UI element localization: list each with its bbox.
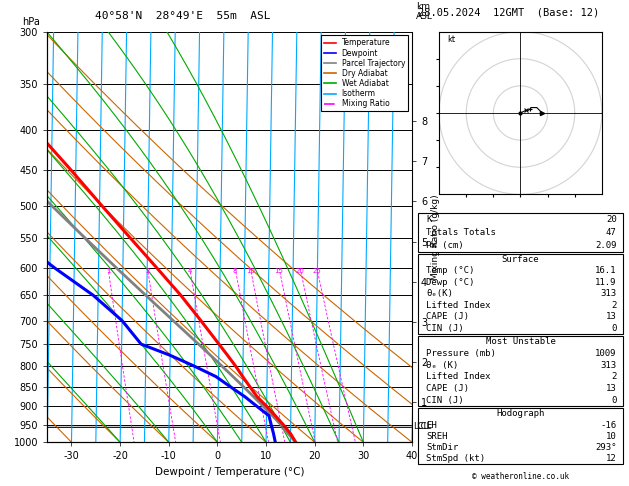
Text: 2: 2	[611, 372, 616, 382]
Text: Surface: Surface	[502, 255, 539, 264]
Text: 1: 1	[106, 268, 110, 274]
Text: 313: 313	[601, 361, 616, 370]
Text: K: K	[426, 215, 432, 224]
Text: 313: 313	[601, 289, 616, 298]
Text: km
ASL: km ASL	[416, 2, 433, 21]
Text: 28.05.2024  12GMT  (Base: 12): 28.05.2024 12GMT (Base: 12)	[418, 7, 599, 17]
Text: LCL: LCL	[413, 422, 428, 431]
Y-axis label: hPa: hPa	[22, 17, 40, 28]
Text: 8: 8	[233, 268, 237, 274]
Text: 1009: 1009	[595, 349, 616, 358]
Text: SREH: SREH	[426, 432, 448, 441]
Text: 47: 47	[606, 228, 616, 237]
Text: CAPE (J): CAPE (J)	[426, 312, 469, 321]
Text: CIN (J): CIN (J)	[426, 324, 464, 332]
Text: EH: EH	[426, 420, 437, 430]
Text: Lifted Index: Lifted Index	[426, 301, 491, 310]
Text: θₑ(K): θₑ(K)	[426, 289, 454, 298]
Text: 16.1: 16.1	[595, 266, 616, 276]
Text: Most Unstable: Most Unstable	[486, 337, 555, 346]
Text: 25: 25	[313, 268, 321, 274]
Text: 4: 4	[187, 268, 192, 274]
X-axis label: Dewpoint / Temperature (°C): Dewpoint / Temperature (°C)	[155, 467, 304, 477]
Text: Hodograph: Hodograph	[496, 409, 545, 418]
Text: 15: 15	[275, 268, 284, 274]
Text: 20: 20	[296, 268, 304, 274]
Text: kt: kt	[447, 35, 455, 44]
Legend: Temperature, Dewpoint, Parcel Trajectory, Dry Adiabat, Wet Adiabat, Isotherm, Mi: Temperature, Dewpoint, Parcel Trajectory…	[321, 35, 408, 111]
Text: 293°: 293°	[595, 443, 616, 452]
Text: © weatheronline.co.uk: © weatheronline.co.uk	[472, 472, 569, 481]
Text: 11.9: 11.9	[595, 278, 616, 287]
Text: StmDir: StmDir	[426, 443, 459, 452]
Y-axis label: Mixing Ratio (g/kg): Mixing Ratio (g/kg)	[431, 194, 440, 280]
Text: Lifted Index: Lifted Index	[426, 372, 491, 382]
Text: 0: 0	[611, 324, 616, 332]
Text: 10: 10	[246, 268, 255, 274]
Text: CAPE (J): CAPE (J)	[426, 384, 469, 393]
Text: 2: 2	[145, 268, 150, 274]
Text: 10: 10	[606, 432, 616, 441]
Text: Totals Totals: Totals Totals	[426, 228, 496, 237]
Text: StmSpd (kt): StmSpd (kt)	[426, 454, 486, 463]
Text: θₑ (K): θₑ (K)	[426, 361, 459, 370]
Text: Temp (°C): Temp (°C)	[426, 266, 475, 276]
Text: 40°58'N  28°49'E  55m  ASL: 40°58'N 28°49'E 55m ASL	[94, 11, 270, 21]
Text: Dewp (°C): Dewp (°C)	[426, 278, 475, 287]
Text: 2.09: 2.09	[595, 241, 616, 250]
Text: 2: 2	[611, 301, 616, 310]
Text: 13: 13	[606, 384, 616, 393]
Text: LCL: LCL	[416, 422, 431, 431]
Text: PW (cm): PW (cm)	[426, 241, 464, 250]
Text: 12: 12	[606, 454, 616, 463]
Text: CIN (J): CIN (J)	[426, 396, 464, 405]
Text: Pressure (mb): Pressure (mb)	[426, 349, 496, 358]
Text: 0: 0	[611, 396, 616, 405]
Text: 13: 13	[606, 312, 616, 321]
Text: 20: 20	[606, 215, 616, 224]
Text: -16: -16	[601, 420, 616, 430]
